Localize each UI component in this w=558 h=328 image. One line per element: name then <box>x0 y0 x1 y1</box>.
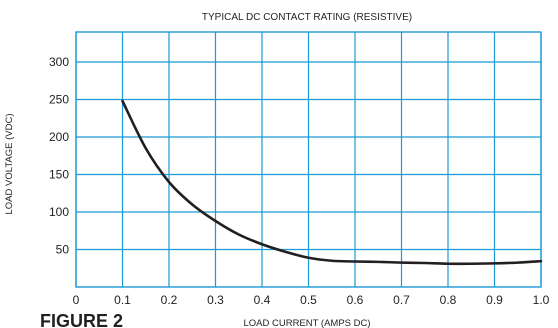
x-tick-label: 0.6 <box>347 293 364 307</box>
y-tick-label: 150 <box>49 168 69 182</box>
x-tick-label: 0.3 <box>207 293 224 307</box>
x-tick-label: 0.1 <box>114 293 131 307</box>
y-tick-labels: 50 100 150 200 250 300 <box>49 55 69 257</box>
x-tick-label: 0 <box>73 293 80 307</box>
figure-label: FIGURE 2 <box>40 311 123 328</box>
y-tick-label: 300 <box>49 55 69 69</box>
chart-grid <box>75 32 542 287</box>
x-tick-label: 0.9 <box>486 293 503 307</box>
y-tick-label: 100 <box>49 205 69 219</box>
x-tick-label: 0.2 <box>161 293 178 307</box>
chart-title: TYPICAL DC CONTACT RATING (RESISTIVE) <box>202 12 412 23</box>
plot-border <box>75 31 542 288</box>
series-group <box>121 99 543 266</box>
x-axis-label: LOAD CURRENT (AMPS DC) <box>243 318 370 328</box>
plot-frame <box>75 31 542 288</box>
x-tick-label: 0.8 <box>440 293 457 307</box>
y-tick-label: 50 <box>56 243 70 257</box>
x-tick-label: 1.0 <box>533 293 550 307</box>
y-axis-label: LOAD VOLTAGE (VDC) <box>4 114 15 215</box>
series-line <box>121 99 543 266</box>
x-tick-label: 0.7 <box>393 293 410 307</box>
x-tick-label: 0.5 <box>300 293 317 307</box>
y-tick-label: 250 <box>49 93 69 107</box>
x-tick-labels: 0 0.1 0.2 0.3 0.4 0.5 0.6 0.7 0.8 0.9 1.0 <box>73 293 550 307</box>
x-tick-label: 0.4 <box>254 293 271 307</box>
y-tick-label: 200 <box>49 130 69 144</box>
